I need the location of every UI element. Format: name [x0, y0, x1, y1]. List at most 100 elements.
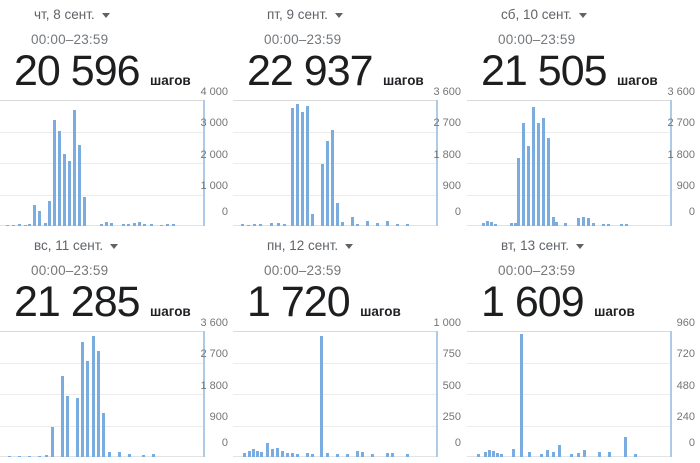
- steps-bar: [291, 453, 294, 457]
- steps-bar: [63, 154, 66, 226]
- y-tick-label: 3 600: [200, 317, 228, 329]
- steps-bar: [76, 397, 79, 457]
- steps-bar: [105, 221, 108, 226]
- steps-bar: [247, 224, 250, 226]
- steps-unit-label: шагов: [594, 304, 635, 319]
- steps-bar: [78, 144, 81, 226]
- steps-bar: [28, 224, 31, 226]
- y-tick-label: 1 800: [200, 380, 228, 392]
- steps-bar: [102, 413, 105, 457]
- steps-bar: [122, 224, 125, 226]
- steps-bar: [356, 223, 359, 226]
- bars-plot: [0, 100, 203, 226]
- steps-bar: [496, 453, 499, 457]
- y-axis-line: [670, 100, 672, 226]
- time-range: 00:00–23:59: [498, 263, 576, 278]
- steps-bar: [252, 449, 255, 457]
- steps-bar: [306, 105, 309, 226]
- steps-bar: [296, 104, 299, 226]
- steps-bar: [160, 224, 163, 226]
- steps-bar: [582, 217, 585, 226]
- steps-bar: [291, 107, 294, 226]
- steps-bar: [138, 222, 141, 226]
- gridline: [233, 194, 436, 196]
- steps-bar: [248, 451, 251, 457]
- steps-bar: [361, 451, 364, 457]
- steps-bar: [336, 453, 339, 457]
- y-tick-label: 1 800: [433, 149, 461, 161]
- day-panel-tue-13: вт, 13 сент. 00:00–23:59 1 609 шагов 960…: [467, 231, 700, 463]
- y-tick-label: 900: [209, 411, 228, 423]
- gridline: [233, 331, 436, 332]
- date-selector[interactable]: пт, 9 сент.: [233, 0, 467, 22]
- steps-bar: [477, 454, 480, 457]
- steps-bar: [570, 454, 573, 457]
- gridline: [233, 131, 436, 133]
- steps-bar: [625, 224, 628, 226]
- steps-unit-label: шагов: [382, 73, 424, 88]
- steps-bar: [108, 452, 111, 457]
- steps-bar: [277, 223, 280, 226]
- steps-bar: [256, 450, 259, 457]
- steps-bar: [33, 204, 36, 226]
- steps-bar: [58, 130, 61, 226]
- steps-bar: [127, 224, 130, 226]
- steps-bar: [260, 451, 263, 457]
- steps-bar: [110, 223, 113, 226]
- steps-bar: [296, 453, 299, 457]
- date-selector[interactable]: пн, 12 сент.: [233, 231, 467, 253]
- steps-bar: [517, 157, 520, 226]
- chevron-down-icon: [334, 13, 343, 18]
- bars-plot: [233, 100, 436, 226]
- gridline: [233, 362, 436, 364]
- gridline: [0, 425, 203, 427]
- steps-bar: [386, 221, 389, 226]
- steps-bar: [391, 453, 394, 457]
- steps-bar: [488, 450, 491, 457]
- steps-bar: [38, 210, 41, 226]
- steps-bar: [172, 224, 175, 226]
- steps-bar: [528, 452, 531, 457]
- date-selector[interactable]: чт, 8 сент.: [0, 0, 233, 22]
- steps-bar: [28, 455, 31, 457]
- steps-bar: [321, 164, 324, 226]
- y-tick-label: 0: [688, 206, 695, 218]
- steps-bar: [552, 451, 555, 457]
- y-tick-label: 480: [676, 380, 695, 392]
- date-selector[interactable]: сб, 10 сент.: [467, 0, 700, 22]
- y-tick-label: 900: [442, 180, 461, 192]
- steps-bar: [386, 452, 389, 457]
- gridline: [0, 456, 203, 457]
- steps-bar: [81, 342, 84, 457]
- steps-bar: [44, 223, 47, 226]
- steps-bar: [351, 216, 354, 226]
- y-tick-label: 2 700: [433, 117, 461, 129]
- steps-count: 22 937: [247, 47, 374, 95]
- hourly-steps-chart: 3 600 2 700 1 800 900 0: [467, 86, 700, 226]
- steps-bar: [537, 122, 540, 226]
- steps-bar: [320, 336, 323, 457]
- steps-bar: [492, 451, 495, 457]
- steps-bar: [45, 454, 48, 457]
- gridline: [0, 163, 203, 164]
- gridline: [0, 194, 203, 196]
- date-selector[interactable]: вт, 13 сент.: [467, 231, 700, 253]
- day-panel-fri-9: пт, 9 сент. 00:00–23:59 22 937 шагов 3 6…: [233, 0, 467, 231]
- steps-bar: [100, 223, 103, 226]
- date-selector[interactable]: вс, 11 сент.: [0, 231, 233, 253]
- time-range: 00:00–23:59: [498, 32, 576, 47]
- steps-bar: [281, 451, 284, 457]
- steps-bar: [500, 453, 503, 457]
- steps-bar: [18, 455, 21, 457]
- steps-bar: [532, 107, 535, 226]
- steps-bar: [97, 351, 100, 457]
- gridline: [0, 131, 203, 133]
- steps-bar: [51, 426, 54, 457]
- hourly-steps-chart: 3 600 2 700 1 800 900 0: [0, 317, 233, 457]
- steps-bar: [66, 396, 69, 457]
- hourly-steps-chart: 1 000 750 500 250 0: [233, 317, 466, 457]
- steps-unit-label: шагов: [616, 73, 658, 88]
- gridline: [233, 456, 436, 457]
- steps-unit-label: шагов: [360, 304, 401, 319]
